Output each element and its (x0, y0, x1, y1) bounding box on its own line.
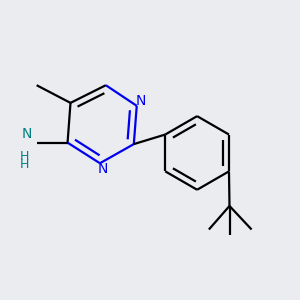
Text: H: H (20, 158, 29, 171)
Text: N: N (98, 162, 108, 176)
Text: N: N (136, 94, 146, 108)
Text: N: N (21, 127, 32, 141)
Text: H: H (20, 150, 29, 163)
